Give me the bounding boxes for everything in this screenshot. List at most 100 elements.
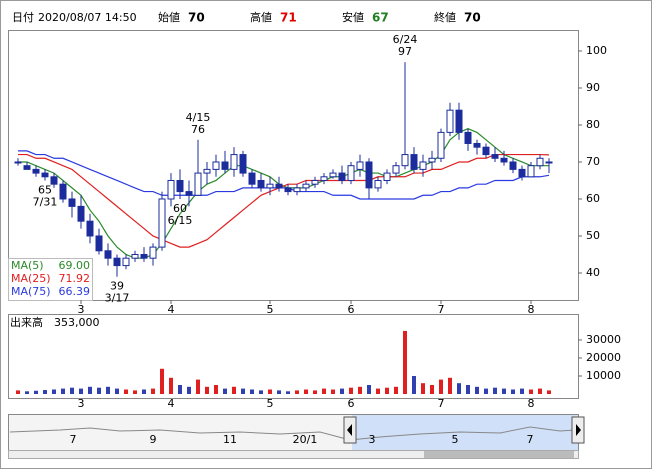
volume-bar	[295, 390, 299, 394]
handle-arrow	[576, 424, 581, 436]
scrollbar-thumb[interactable]	[424, 451, 574, 458]
candle-body	[131, 253, 139, 259]
navigator-label: 9	[150, 433, 157, 446]
volume-value: 353,000	[54, 316, 100, 329]
volume-bar	[412, 375, 416, 394]
volume-bar	[385, 387, 389, 394]
volume-bar	[187, 386, 191, 394]
navigator-line	[9, 426, 576, 441]
y-tick-label: 70	[586, 155, 600, 168]
volume-bar	[178, 384, 182, 394]
volume-bar	[493, 387, 497, 394]
y-tick-label: 100	[586, 44, 607, 57]
candle-body	[329, 172, 337, 178]
candle-body	[311, 179, 319, 185]
y-tick-label: 90	[586, 81, 600, 94]
field-value: 70	[464, 11, 481, 25]
volume-bar	[124, 389, 128, 394]
scrollbar[interactable]	[8, 450, 579, 459]
volume-bar	[439, 379, 443, 394]
candle-body	[275, 183, 283, 189]
field-label: 始値	[158, 10, 180, 24]
date-label: 日付	[12, 11, 34, 24]
candle-body	[455, 109, 463, 133]
candle-body	[356, 161, 364, 170]
volume-bar	[538, 388, 542, 394]
legend-value: 71.92	[59, 272, 91, 285]
candle-body	[140, 253, 148, 259]
y-tick-label: 50	[586, 229, 600, 242]
annotation-date: 4/15	[186, 111, 211, 124]
volume-bar	[52, 389, 56, 394]
volume-bar	[304, 389, 308, 394]
field-value: 67	[372, 11, 389, 25]
volume-bar	[358, 386, 362, 394]
candle-body	[509, 161, 517, 170]
navigator-label: 11	[223, 433, 237, 446]
volume-bar	[61, 388, 65, 394]
candle-body	[248, 172, 256, 185]
moving-average	[18, 153, 550, 248]
volume-bar	[133, 390, 137, 394]
candle-body	[68, 198, 76, 207]
candle-body	[518, 168, 526, 178]
volume-bar	[214, 384, 218, 394]
candle-body	[446, 109, 454, 133]
annotation-date: 7/31	[33, 195, 58, 208]
volume-bar	[322, 388, 326, 394]
candle-body	[338, 172, 346, 181]
candle-body	[383, 172, 391, 181]
volume-bar	[70, 387, 74, 394]
volume-bar	[457, 383, 461, 394]
x-tick-label: 5	[267, 303, 274, 316]
x-tick-label: 3	[78, 303, 85, 316]
candle-body	[266, 183, 274, 189]
candle-body	[59, 183, 67, 200]
candle-body	[221, 161, 229, 170]
candle-body	[464, 131, 472, 144]
legend	[8, 258, 93, 301]
legend-name: MA(5)	[11, 259, 44, 272]
candle-body	[86, 220, 94, 237]
annotation-value: 76	[191, 123, 205, 136]
navigator-label: 7	[70, 433, 77, 446]
legend-name: MA(25)	[11, 272, 51, 285]
annotation-date: 3/17	[105, 292, 130, 305]
annotation-value: 65	[38, 183, 52, 196]
candle-body	[32, 168, 40, 174]
candle-body	[230, 154, 238, 170]
volume-bar	[277, 390, 281, 394]
annotation-date: 6/15	[168, 214, 193, 227]
x-tick-label: 8	[528, 303, 535, 316]
candle-body	[392, 165, 400, 174]
candle-body	[113, 257, 121, 267]
volume-bar	[142, 389, 146, 394]
volume-bar	[529, 389, 533, 394]
y-tick-label: 10000	[586, 369, 621, 382]
candle-body	[14, 161, 22, 164]
candle-body	[41, 172, 49, 178]
x-tick-label: 6	[348, 397, 355, 410]
candle-body	[419, 161, 427, 170]
y-tick-label: 80	[586, 118, 600, 131]
price-panel	[8, 30, 579, 301]
candle-body	[473, 142, 481, 148]
candle-body	[176, 179, 184, 193]
candle-body	[122, 257, 130, 267]
volume-bar	[88, 386, 92, 394]
x-tick-label: 4	[168, 303, 175, 316]
annotation-value: 97	[398, 45, 412, 58]
volume-bar	[502, 388, 506, 394]
volume-bar	[115, 388, 119, 394]
navigator-label: 20/1	[293, 433, 318, 446]
volume-bar	[466, 384, 470, 394]
candle-body	[212, 161, 220, 170]
x-tick-label: 5	[267, 397, 274, 410]
candle-body	[257, 179, 265, 189]
field-label: 安値	[342, 10, 364, 24]
volume-bar	[259, 390, 263, 394]
moving-average	[18, 150, 550, 200]
candle-body	[347, 165, 355, 181]
field-value: 70	[188, 11, 205, 25]
candle-body	[203, 168, 211, 174]
